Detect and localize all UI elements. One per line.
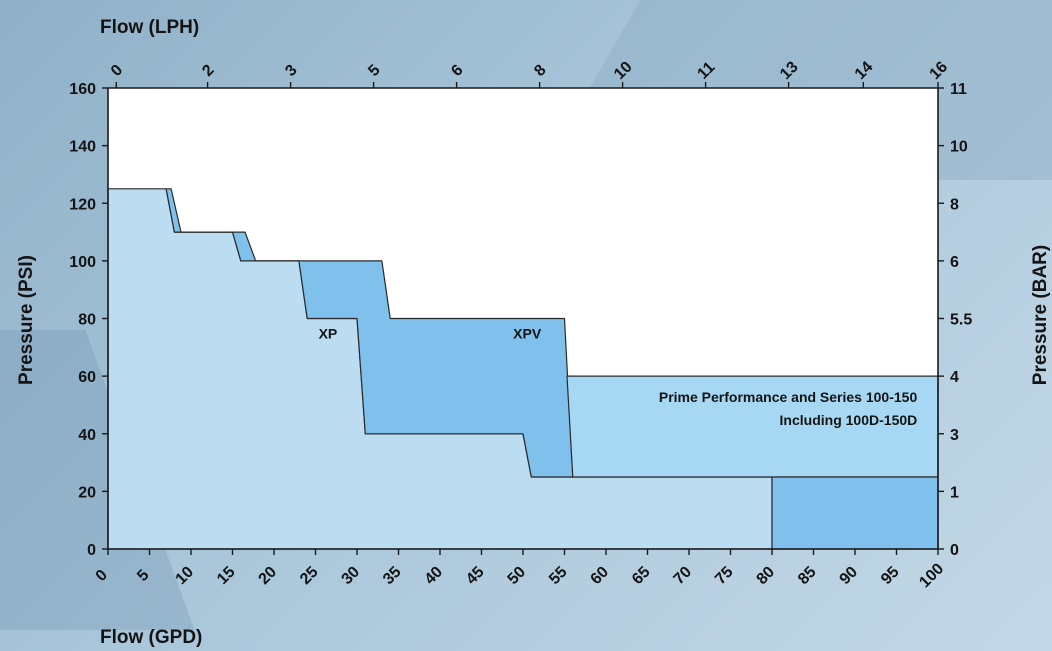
- x-bottom-tick-label-5: 25: [297, 563, 322, 588]
- x-top-tick-label-10: 16: [927, 58, 952, 83]
- y-left-tick-label-4: 80: [78, 312, 96, 329]
- x-bottom-tick-label-17: 85: [795, 563, 820, 588]
- y-left-tick-label-6: 120: [69, 196, 96, 213]
- region-label-3: Including 100D-150D: [780, 412, 918, 428]
- region-label-2: Prime Performance and Series 100-150: [659, 389, 918, 405]
- x-bottom-tick-label-0: 0: [93, 567, 111, 585]
- region-label-0: XP: [319, 326, 338, 342]
- x-bottom-tick-label-14: 70: [671, 563, 696, 588]
- x-top-tick-label-9: 14: [852, 58, 877, 83]
- y-left-tick-label-0: 0: [87, 542, 96, 559]
- bottom-axis-title: Flow (GPD): [100, 627, 202, 648]
- x-bottom-tick-label-2: 10: [173, 563, 198, 588]
- x-top-tick-label-0: 0: [108, 62, 126, 80]
- y-left-tick-label-7: 140: [69, 139, 96, 156]
- x-top-tick-label-5: 8: [531, 62, 549, 80]
- x-bottom-tick-label-10: 50: [505, 563, 530, 588]
- y-right-tick-label-4: 5.5: [950, 312, 972, 329]
- y-left-tick-label-2: 40: [78, 427, 96, 444]
- x-bottom-tick-label-8: 40: [422, 563, 447, 588]
- x-bottom-tick-label-11: 55: [546, 563, 571, 588]
- x-bottom-tick-label-6: 30: [339, 563, 364, 588]
- x-bottom-tick-label-15: 75: [712, 563, 737, 588]
- y-right-tick-label-2: 3: [950, 427, 959, 444]
- x-bottom-tick-label-20: 100: [916, 560, 947, 591]
- x-bottom-tick-label-4: 20: [256, 563, 281, 588]
- right-axis-title: Pressure (BAR): [1030, 245, 1051, 385]
- x-bottom-tick-label-12: 60: [588, 563, 613, 588]
- x-bottom-tick-label-7: 35: [380, 563, 405, 588]
- x-top-tick-label-7: 11: [694, 59, 718, 83]
- x-top-tick-label-2: 3: [282, 62, 300, 80]
- x-top-tick-label-4: 6: [448, 62, 466, 80]
- x-top-tick-label-8: 13: [777, 58, 802, 83]
- y-left-tick-label-8: 160: [69, 81, 96, 98]
- region-3: [771, 476, 939, 550]
- y-right-tick-label-3: 4: [950, 369, 959, 386]
- y-right-tick-label-8: 11: [950, 81, 967, 98]
- x-bottom-tick-label-3: 15: [214, 563, 239, 588]
- y-right-tick-label-7: 10: [950, 139, 968, 156]
- y-right-tick-label-1: 1: [950, 484, 959, 501]
- x-top-tick-label-1: 2: [199, 62, 217, 80]
- left-axis-title: Pressure (PSI): [16, 255, 37, 385]
- y-right-tick-label-6: 8: [950, 196, 959, 213]
- y-left-tick-label-5: 100: [69, 254, 96, 271]
- region-label-1: XPV: [513, 326, 542, 342]
- x-bottom-tick-label-18: 90: [837, 563, 862, 588]
- region-1: [165, 188, 574, 478]
- y-right-tick-label-5: 6: [950, 254, 959, 271]
- x-top-tick-label-3: 5: [365, 62, 383, 80]
- y-left-tick-label-3: 60: [78, 369, 96, 386]
- x-bottom-tick-label-19: 95: [878, 563, 903, 588]
- annotations-layer: XP XPV Prime Performance and Series 100-15…: [319, 326, 918, 428]
- x-bottom-tick-label-16: 80: [754, 563, 779, 588]
- x-top-tick-label-6: 10: [611, 58, 636, 83]
- y-right-tick-label-0: 0: [950, 542, 959, 559]
- x-bottom-tick-label-13: 65: [629, 563, 654, 588]
- y-left-tick-label-1: 20: [78, 484, 96, 501]
- x-bottom-tick-label-9: 45: [463, 563, 488, 588]
- x-bottom-tick-label-1: 5: [134, 567, 152, 585]
- top-axis-title: Flow (LPH): [100, 17, 199, 38]
